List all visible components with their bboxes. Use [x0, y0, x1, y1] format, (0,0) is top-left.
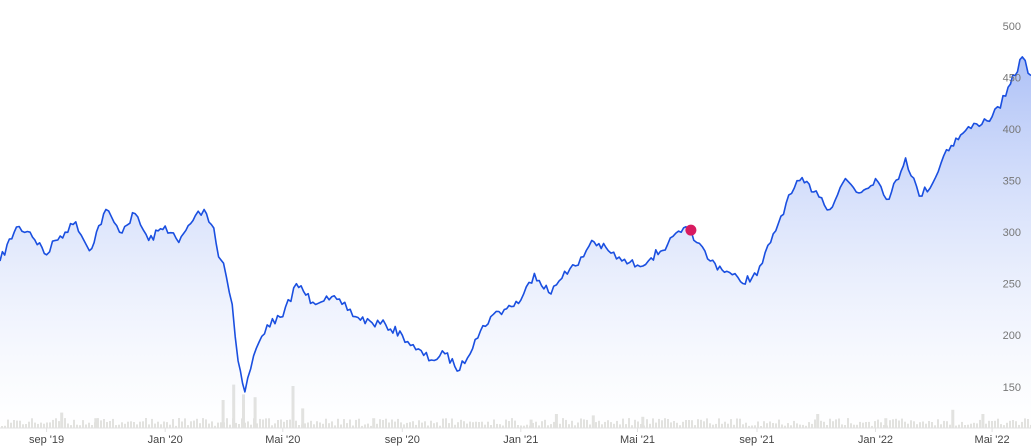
y-tick-label: 300: [1003, 227, 1021, 239]
x-tick-label: sep '19: [29, 434, 64, 446]
y-tick-label: 150: [1003, 382, 1021, 394]
y-axis-ticks: 150 200 250 300 350 400 450 500: [1003, 21, 1021, 394]
x-tick-label: Mai '22: [975, 434, 1010, 446]
y-tick-label: 200: [1003, 330, 1021, 342]
y-tick-label: 400: [1003, 124, 1021, 136]
x-tick-label: sep '21: [739, 434, 774, 446]
x-tick-label: sep '20: [385, 434, 420, 446]
x-tick-label: Jan '21: [503, 434, 538, 446]
y-tick-label: 450: [1003, 73, 1021, 85]
price-area: [0, 56, 1031, 429]
x-tick-label: Jan '22: [858, 434, 893, 446]
y-tick-label: 500: [1003, 21, 1021, 33]
x-axis-ticks: sep '19 Jan '20 Mai '20 sep '20 Jan '21 Mai '…: [29, 428, 1010, 446]
highlight-point[interactable]: [685, 224, 697, 236]
y-tick-label: 350: [1003, 176, 1021, 188]
x-tick-label: Mai '20: [265, 434, 300, 446]
price-line[interactable]: [0, 56, 1031, 393]
x-tick-label: Jan '20: [148, 434, 183, 446]
x-tick-label: Mai '21: [620, 434, 655, 446]
y-tick-label: 250: [1003, 279, 1021, 291]
